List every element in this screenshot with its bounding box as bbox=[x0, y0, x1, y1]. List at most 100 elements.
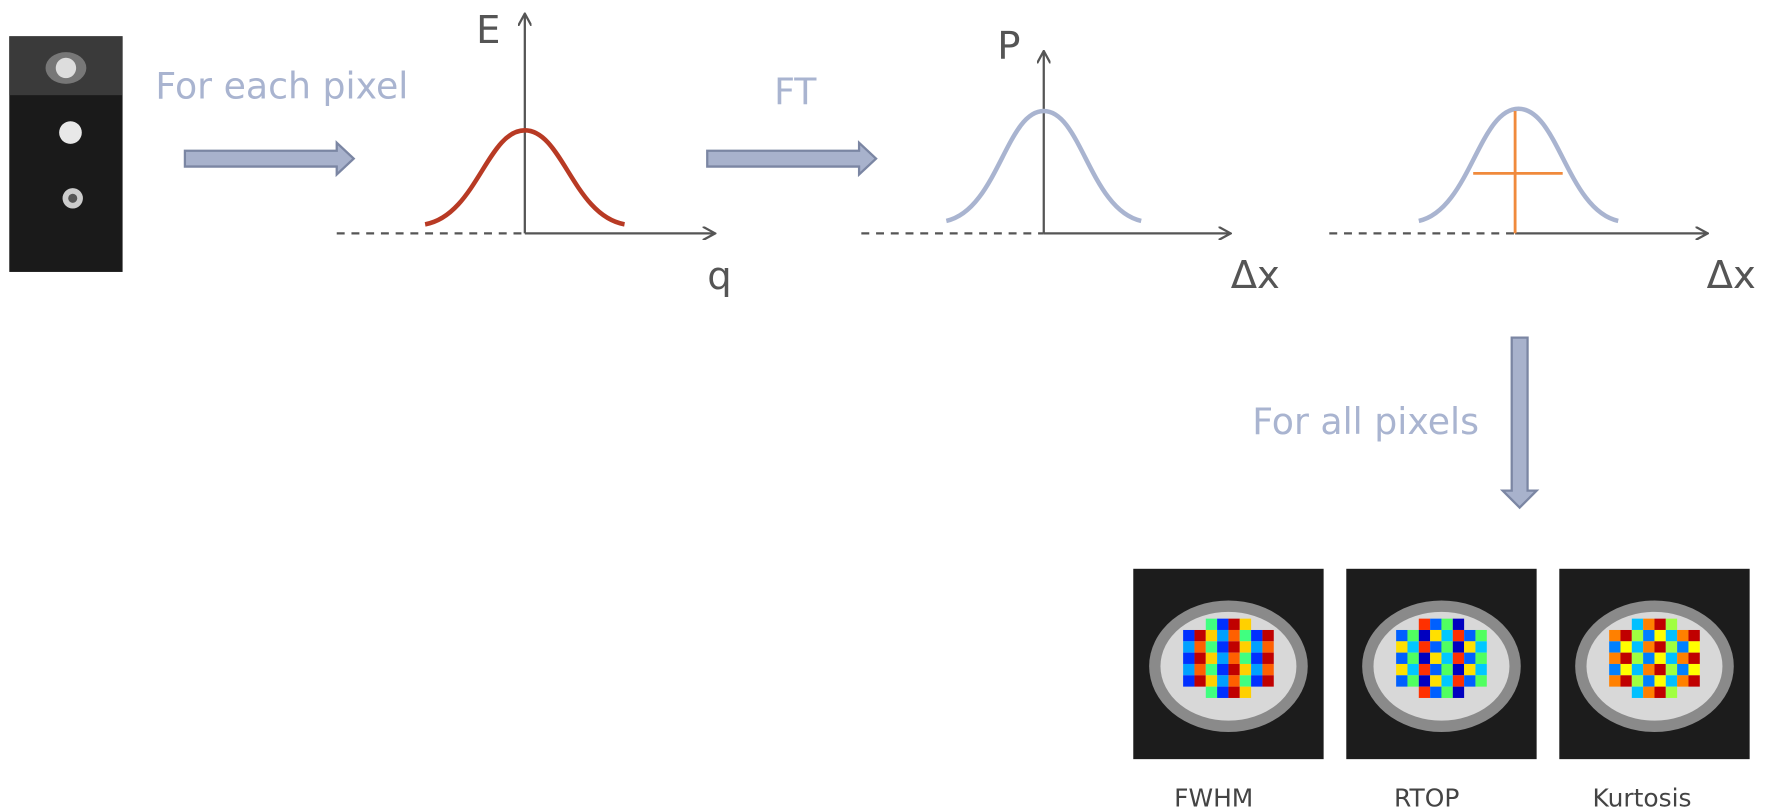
map-pixel bbox=[1206, 641, 1217, 652]
map-pixel bbox=[1430, 653, 1441, 664]
map-pixel bbox=[1262, 630, 1273, 641]
map-pixel bbox=[1228, 630, 1239, 641]
map-image bbox=[1346, 569, 1536, 759]
map-pixel bbox=[1430, 630, 1441, 641]
map-pixel bbox=[1396, 664, 1407, 675]
map-pixel bbox=[1228, 675, 1239, 686]
map-pixel bbox=[1419, 687, 1430, 698]
map-pixel bbox=[1688, 664, 1699, 675]
map-pixel bbox=[1677, 641, 1688, 652]
map-pixel bbox=[1240, 619, 1251, 630]
map-pixel bbox=[1464, 675, 1475, 686]
map-pixel bbox=[1666, 630, 1677, 641]
map-pixel bbox=[1430, 675, 1441, 686]
map-pixel bbox=[1206, 653, 1217, 664]
map-pixel bbox=[1217, 687, 1228, 698]
map-pixel bbox=[1666, 619, 1677, 630]
map-pixel bbox=[1643, 664, 1654, 675]
map-pixel bbox=[1251, 641, 1262, 652]
plot-dx: Δx bbox=[1329, 109, 1755, 298]
map-pixel bbox=[1632, 664, 1643, 675]
map-pixel bbox=[1666, 641, 1677, 652]
map-pixel bbox=[1206, 664, 1217, 675]
map-pixel bbox=[1396, 675, 1407, 686]
map-pixel bbox=[1217, 630, 1228, 641]
map-pixel bbox=[1475, 675, 1486, 686]
map-pixel bbox=[1228, 653, 1239, 664]
map-pixel bbox=[1453, 630, 1464, 641]
map-pixel bbox=[1643, 687, 1654, 698]
map-image bbox=[1133, 569, 1323, 759]
map-pixel bbox=[1666, 687, 1677, 698]
map-pixel bbox=[1475, 641, 1486, 652]
map-pixel bbox=[1666, 675, 1677, 686]
map-pixel bbox=[1251, 653, 1262, 664]
map-pixel bbox=[1609, 675, 1620, 686]
map-pixel bbox=[1677, 630, 1688, 641]
label: For all pixels bbox=[1252, 400, 1479, 443]
map-pixel bbox=[1251, 664, 1262, 675]
map-pixel bbox=[1632, 619, 1643, 630]
map-pixel bbox=[1407, 630, 1418, 641]
map-caption: RTOP bbox=[1394, 784, 1459, 809]
map-pixel bbox=[1632, 641, 1643, 652]
map-pixel bbox=[1194, 664, 1205, 675]
map-pixel bbox=[1217, 619, 1228, 630]
axis-label: q bbox=[707, 254, 731, 299]
map-pixel bbox=[1677, 653, 1688, 664]
map-pixel bbox=[1262, 664, 1273, 675]
map-pixel bbox=[1430, 687, 1441, 698]
map-pixel bbox=[1643, 675, 1654, 686]
map-pixel bbox=[1441, 653, 1452, 664]
map-pixel bbox=[1620, 641, 1631, 652]
map-pixel bbox=[1183, 653, 1194, 664]
label: For each pixel bbox=[155, 65, 408, 108]
map-pixel bbox=[1464, 630, 1475, 641]
map-pixel bbox=[1251, 675, 1262, 686]
map-pixel bbox=[1407, 641, 1418, 652]
map-pixel bbox=[1609, 664, 1620, 675]
map-pixel bbox=[1654, 619, 1665, 630]
map-pixel bbox=[1609, 653, 1620, 664]
map-pixel bbox=[1262, 641, 1273, 652]
map-caption: Kurtosis bbox=[1593, 784, 1692, 809]
map-pixel bbox=[1677, 664, 1688, 675]
axis-label: E bbox=[476, 8, 500, 53]
axis-label: Δx bbox=[1707, 253, 1756, 298]
map-pixel bbox=[1609, 630, 1620, 641]
mri-strip bbox=[9, 36, 122, 272]
map-pixel bbox=[1217, 664, 1228, 675]
map-pixel bbox=[1475, 653, 1486, 664]
map-pixel bbox=[1632, 687, 1643, 698]
map-pixel bbox=[1240, 630, 1251, 641]
map-pixel bbox=[1419, 630, 1430, 641]
map-pixel bbox=[1475, 630, 1486, 641]
map-pixel bbox=[1183, 630, 1194, 641]
map-pixel bbox=[1643, 630, 1654, 641]
map-pixel bbox=[1262, 653, 1273, 664]
map-pixel bbox=[1441, 630, 1452, 641]
map-pixel bbox=[1240, 675, 1251, 686]
map-pixel bbox=[1688, 630, 1699, 641]
map-pixel bbox=[1441, 664, 1452, 675]
plot-p-dx: P Δx bbox=[861, 24, 1280, 298]
map-pixel bbox=[1654, 630, 1665, 641]
axis-label: Δx bbox=[1231, 253, 1280, 298]
map-pixel bbox=[1407, 664, 1418, 675]
map-pixel bbox=[1206, 675, 1217, 686]
map-pixel bbox=[1396, 641, 1407, 652]
diagram: For each pixel E q FT P Δx Δx For all pi… bbox=[0, 0, 1768, 809]
map-pixel bbox=[1206, 619, 1217, 630]
map-pixel bbox=[1194, 675, 1205, 686]
map-pixel bbox=[1620, 675, 1631, 686]
map-pixel bbox=[1251, 630, 1262, 641]
map-pixel bbox=[1430, 619, 1441, 630]
map-pixel bbox=[1217, 653, 1228, 664]
map-pixel bbox=[1654, 653, 1665, 664]
map-pixel bbox=[1453, 687, 1464, 698]
map-pixel bbox=[1464, 641, 1475, 652]
map-pixel bbox=[1620, 653, 1631, 664]
map-pixel bbox=[1407, 653, 1418, 664]
map-pixel bbox=[1419, 664, 1430, 675]
